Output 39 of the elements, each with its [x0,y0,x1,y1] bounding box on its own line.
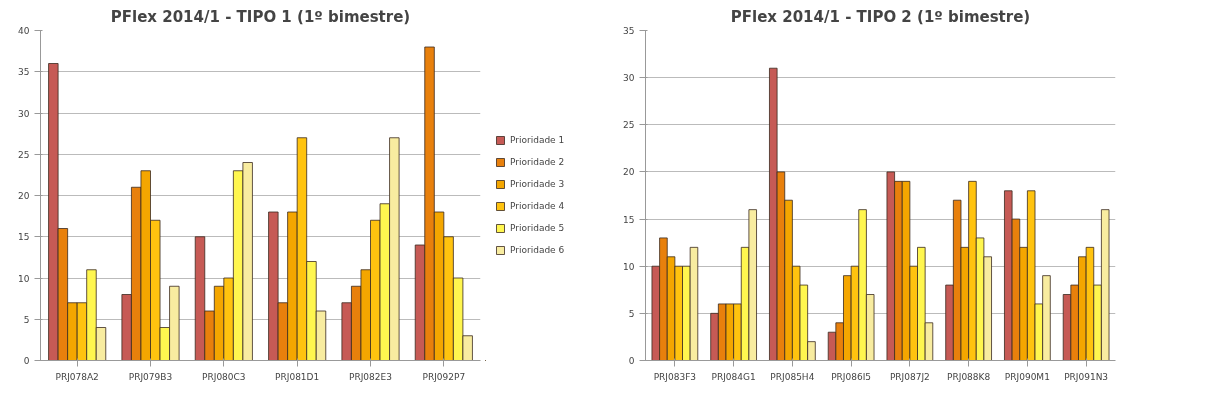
y-tick-label: 35 [623,26,635,36]
y-tick-label: 20 [18,191,30,201]
y-tick-label: 25 [623,120,635,131]
y-tick-label: 15 [18,232,30,243]
y-tick-label: 20 [623,167,635,178]
legend-label: Prioridade 6 [510,245,565,255]
y-tick-label: 5 [23,314,30,325]
y-tick-label: 40 [18,26,30,36]
y-tick-label: 15 [623,214,635,225]
y-tick-label: 35 [18,67,30,78]
legend-label: Prioridade 4 [510,201,565,211]
legend-label: Prioridade 2 [510,157,565,167]
y-tick-label: 30 [18,108,30,119]
y-tick-label: 10 [623,261,635,272]
y-tick-label: 0 [23,356,30,366]
x-tick-label: PRJ081D1 [275,371,320,382]
legend-label: Prioridade 1 [510,135,565,145]
x-tick-label: PRJ086I5 [831,371,872,382]
x-tick-label: PRJ092P7 [422,371,466,382]
legend-label: Prioridade 3 [510,179,565,189]
x-tick-label: PRJ079B3 [128,371,173,382]
x-tick-label: PRJ087J2 [889,371,930,382]
x-tick-label: PRJ085H4 [770,371,815,382]
y-tick-label: 10 [18,273,30,284]
x-tick-label: PRJ082E3 [349,371,392,382]
x-tick-label: PRJ084G1 [711,371,756,382]
y-tick-label: 25 [18,149,30,160]
chart-title: PFlex 2014/1 - TIPO 1 (1º bimestre) [110,7,411,26]
y-tick-label: 5 [628,308,635,319]
y-tick-label: 30 [623,73,635,84]
x-tick-label: PRJ078A2 [55,371,99,382]
x-tick-label: PRJ090M1 [1004,371,1050,382]
chart-title: PFlex 2014/1 - TIPO 2 (1º bimestre) [730,7,1031,26]
x-tick-label: PRJ080C3 [202,371,246,382]
x-tick-label: PRJ088K8 [947,371,991,382]
x-tick-label: PRJ083F3 [653,371,697,382]
legend-label: Prioridade 5 [510,223,565,233]
y-tick-label: 0 [628,356,635,366]
x-tick-label: PRJ091N3 [1064,371,1109,382]
